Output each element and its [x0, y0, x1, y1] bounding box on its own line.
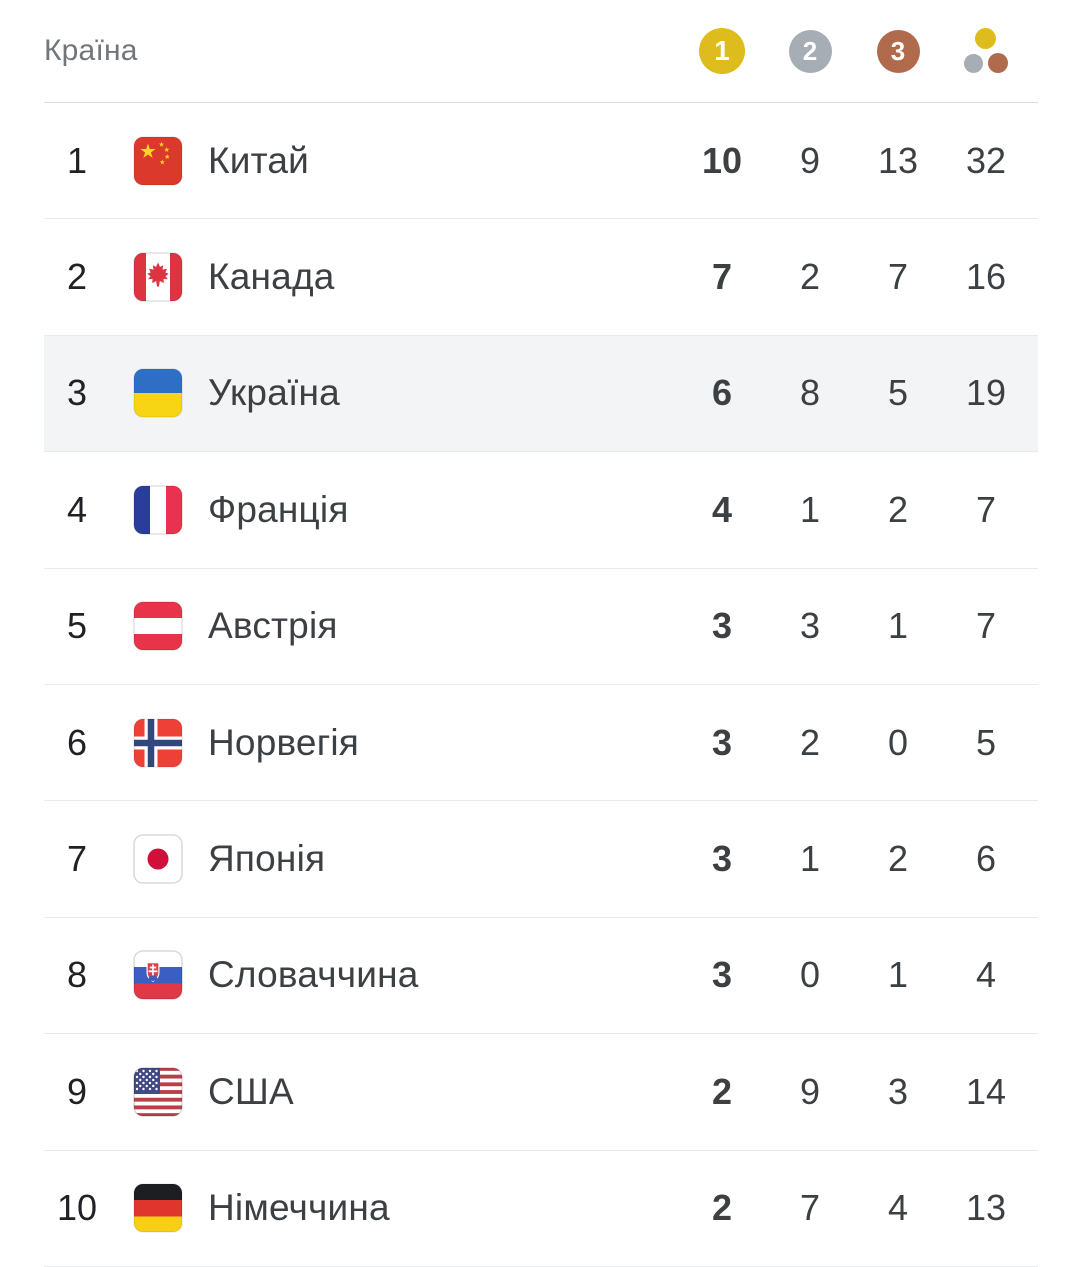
bronze-count: 13	[877, 139, 919, 181]
ukraine-flag-icon	[133, 368, 183, 419]
silver-count: 1	[799, 488, 821, 530]
germany-flag-icon	[133, 1183, 183, 1233]
silver-count: 2	[799, 721, 821, 763]
country-name: Китай	[208, 139, 309, 181]
total-medals-icon	[964, 27, 1008, 75]
gold-count: 3	[711, 838, 733, 880]
rank: 8	[66, 954, 88, 996]
total-count: 7	[975, 488, 997, 530]
table-row[interactable]: 2 Канада 7 2 7 16	[44, 219, 1038, 336]
country-name: Франція	[208, 488, 349, 530]
silver-count: 2	[799, 256, 821, 298]
silver-count: 1	[799, 838, 821, 880]
rank: 3	[66, 372, 88, 414]
total-count: 32	[965, 139, 1007, 181]
total-column-header	[942, 27, 1030, 75]
norway-flag-icon	[133, 717, 183, 768]
country-name: США	[208, 1070, 294, 1112]
table-row[interactable]: 6 Норвегія 3 2 0 5	[44, 685, 1038, 802]
austria-flag-icon	[133, 601, 183, 651]
country-name: Норвегія	[208, 721, 360, 763]
gold-dot-icon	[975, 27, 996, 49]
silver-dot-icon	[964, 53, 983, 73]
rank: 10	[56, 1187, 98, 1229]
bronze-count: 2	[887, 838, 909, 880]
rank: 7	[66, 838, 88, 880]
silver-count: 7	[799, 1187, 821, 1229]
canada-flag-icon	[133, 252, 183, 302]
table-row[interactable]: 1 Китай 10 9 13 32	[44, 103, 1038, 220]
gold-medal-icon: 1	[699, 28, 745, 74]
country-name: Німеччина	[208, 1187, 390, 1229]
rank: 4	[66, 488, 88, 530]
total-count: 5	[975, 721, 997, 763]
table-row[interactable]: 10 Німеччина 2 7 4 13	[44, 1151, 1038, 1267]
rank: 1	[66, 139, 88, 181]
country-name: Японія	[208, 838, 326, 880]
gold-count: 10	[701, 139, 743, 181]
china-flag-icon	[133, 135, 183, 186]
gold-count: 4	[711, 488, 733, 530]
total-count: 6	[975, 838, 997, 880]
table-row[interactable]: 7 Японія 3 1 2 6	[44, 801, 1038, 918]
gold-count: 7	[711, 256, 733, 298]
total-count: 4	[975, 954, 997, 996]
country-name: Україна	[208, 372, 340, 414]
france-flag-icon	[133, 485, 183, 535]
silver-count: 8	[799, 372, 821, 414]
japan-flag-icon	[133, 834, 183, 884]
slovakia-flag-icon	[133, 950, 183, 1001]
table-row[interactable]: 4 Франція 4 1 2 7	[44, 452, 1038, 569]
table-row[interactable]: 3 Україна 6 8 5 19	[44, 335, 1038, 453]
country-name: Австрія	[208, 605, 338, 647]
total-count: 13	[965, 1187, 1007, 1229]
rank: 9	[66, 1070, 88, 1112]
total-count: 7	[975, 605, 997, 647]
rank: 5	[66, 605, 88, 647]
silver-count: 0	[799, 954, 821, 996]
bronze-medal-icon: 3	[876, 29, 920, 73]
bronze-medal-number: 3	[890, 35, 906, 66]
silver-medal-icon: 2	[788, 29, 832, 73]
gold-count: 2	[711, 1187, 733, 1229]
gold-count: 3	[711, 954, 733, 996]
table-row[interactable]: 9	[44, 1034, 1038, 1151]
usa-flag-icon	[133, 1067, 183, 1117]
silver-count: 9	[799, 1070, 821, 1112]
silver-count: 3	[799, 605, 821, 647]
bronze-dot-icon	[988, 52, 1008, 73]
silver-medal-number: 2	[802, 35, 818, 66]
gold-count: 3	[711, 605, 733, 647]
gold-medal-number: 1	[714, 35, 730, 66]
gold-column-header: 1	[678, 28, 766, 74]
silver-column-header: 2	[766, 29, 854, 73]
country-column-header: Країна	[44, 34, 138, 67]
gold-count: 6	[711, 372, 733, 414]
gold-count: 3	[711, 721, 733, 763]
bronze-count: 4	[887, 1187, 909, 1229]
bronze-count: 2	[887, 488, 909, 530]
bronze-count: 3	[887, 1070, 909, 1112]
bronze-count: 0	[887, 721, 909, 763]
rank: 2	[66, 256, 88, 298]
silver-count: 9	[799, 139, 821, 181]
gold-count: 2	[711, 1070, 733, 1112]
bronze-count: 1	[887, 605, 909, 647]
rank: 6	[66, 721, 88, 763]
country-name: Канада	[208, 256, 335, 298]
table-row[interactable]: 5 Австрія 3 3 1 7	[44, 569, 1038, 685]
total-count: 19	[965, 372, 1007, 414]
total-count: 14	[965, 1070, 1007, 1112]
bronze-column-header: 3	[854, 29, 942, 73]
table-header: Країна 1 2 3	[44, 0, 1038, 103]
table-row[interactable]: 8 Словаччина 3 0 1 4	[44, 918, 1038, 1035]
country-name: Словаччина	[208, 954, 419, 996]
bronze-count: 5	[887, 372, 909, 414]
bronze-count: 7	[887, 256, 909, 298]
total-count: 16	[965, 256, 1007, 298]
bronze-count: 1	[887, 954, 909, 996]
